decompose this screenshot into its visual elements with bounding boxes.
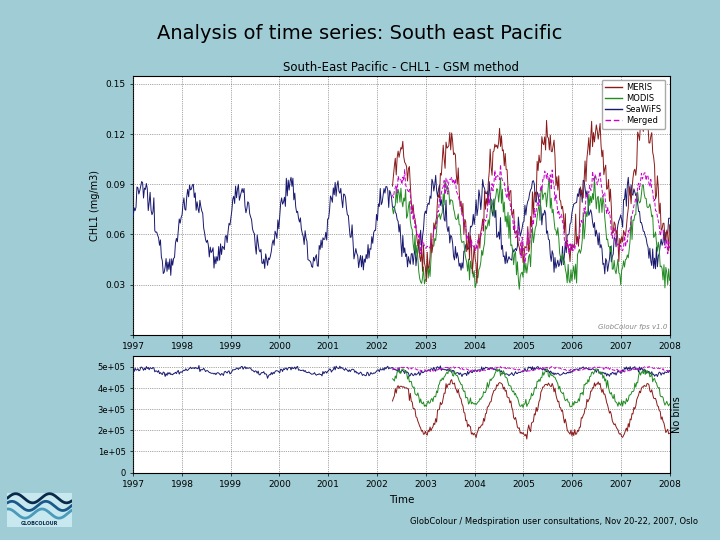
X-axis label: Time: Time	[389, 495, 414, 505]
X-axis label: Time: Time	[389, 357, 414, 367]
Y-axis label: No bins: No bins	[672, 396, 683, 433]
Text: GlobColour fps v1.0: GlobColour fps v1.0	[598, 323, 667, 329]
Text: GLOBCOLOUR: GLOBCOLOUR	[21, 521, 58, 526]
Legend: MERIS, MODIS, SeaWiFS, Merged: MERIS, MODIS, SeaWiFS, Merged	[602, 80, 665, 129]
Text: Analysis of time series: South east Pacific: Analysis of time series: South east Paci…	[157, 24, 563, 43]
Y-axis label: CHL1 (mg/m3): CHL1 (mg/m3)	[90, 170, 100, 241]
Title: South-East Pacific - CHL1 - GSM method: South-East Pacific - CHL1 - GSM method	[284, 62, 519, 75]
Bar	[7, 492, 72, 527]
Text: GlobColour / Medspiration user consultations, Nov 20-22, 2007, Oslo: GlobColour / Medspiration user consultat…	[410, 517, 698, 526]
